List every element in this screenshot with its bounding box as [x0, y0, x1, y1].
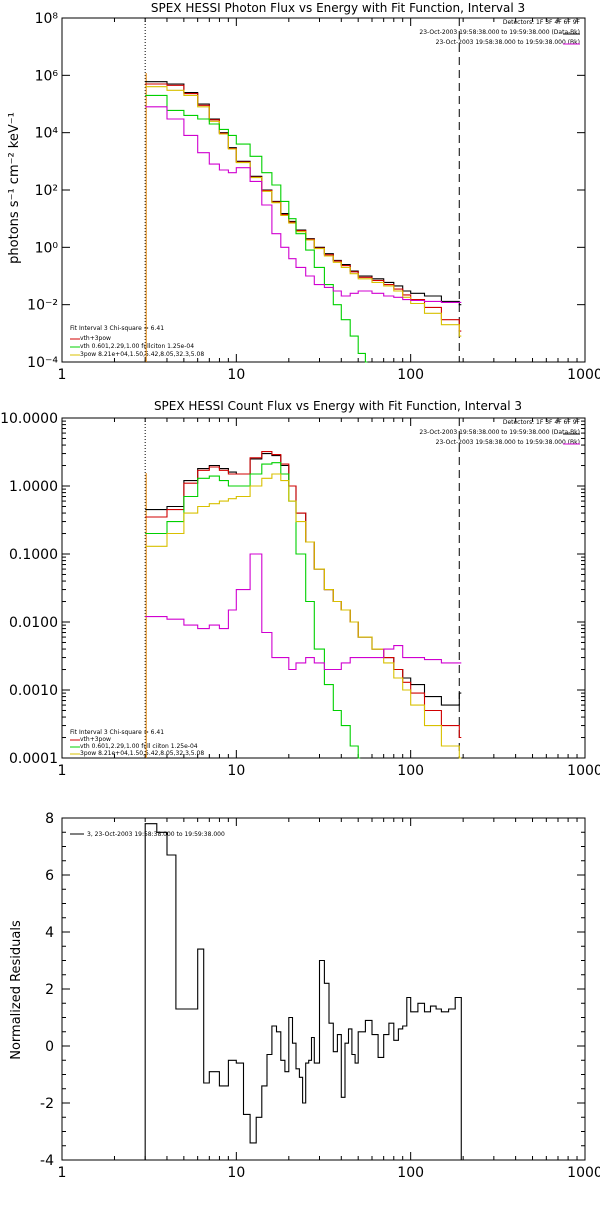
y-axis-label: photons s⁻¹ cm⁻² keV⁻¹ [7, 112, 22, 264]
legend-entry: Fit Interval 3 Chi-square = 6.41 [70, 729, 164, 736]
panel-residuals: Normalized Residuals 3, 23-Oct-2003 19:5… [9, 831, 225, 1060]
y-axis-label: Normalized Residuals [9, 920, 24, 1060]
legend-entry: 3pow 8.21e+04,1.50,5.42,8.05,32.3,5.08 [80, 750, 204, 757]
y-tick-label: 10⁴ [35, 126, 59, 142]
y-tick-label: 10² [35, 183, 58, 199]
series-line-black [144, 823, 462, 1161]
header-line: Detectors: 1F 3F 4F 6F 9F [503, 19, 581, 26]
header-line: Detectors: 1F 3F 4F 6F 9F [503, 419, 581, 426]
panel-photon-flux: SPEX HESSI Photon Flux vs Energy with Fi… [7, 1, 581, 358]
legend-entry: 3pow 8.21e+04,1.50,5.42,8.05,32.3,5.08 [80, 351, 204, 358]
y-tick-label: 10⁻² [27, 298, 58, 314]
x-tick-label: 100 [397, 763, 424, 779]
series-line-green [145, 462, 361, 759]
x-tick-label: 100 [397, 367, 424, 383]
plot-frame [61, 17, 586, 363]
y-tick-label: 10⁻⁴ [27, 355, 58, 371]
y-tick-label: 10⁶ [35, 68, 59, 84]
y-tick-label: 0.0001 [9, 751, 58, 767]
legend-entry: vth 0.601,2.29,1.00 full ciiton 1.25e-04 [80, 743, 198, 750]
legend-entry: 3, 23-Oct-2003 19:58:38.000 to 19:59:38.… [87, 831, 225, 838]
x-tick-label: 1000 [567, 367, 600, 383]
series-line-black [145, 453, 462, 706]
header-line: 23-Oct-2003 19:58:38.000 to 19:59:38.000… [436, 439, 580, 446]
y-tick-label: 2 [45, 982, 54, 998]
y-tick-label: 6 [45, 868, 54, 884]
y-tick-label: 4 [45, 925, 54, 941]
header-line: 23-Oct-2003 19:58:38.000 to 19:59:38.000… [419, 29, 580, 36]
x-tick-label: 1 [58, 763, 67, 779]
series-line-yellow [145, 86, 462, 337]
x-tick-label: 1 [58, 1165, 67, 1181]
plot-frame [61, 417, 586, 759]
y-tick-label: 1.0000 [9, 479, 58, 495]
y-tick-label: -4 [40, 1153, 54, 1169]
header-line: 23-Oct-2003 19:58:38.000 to 19:59:38.000… [419, 429, 580, 436]
x-tick-label: 1000 [567, 1165, 600, 1181]
header-line: 23-Oct-2003 19:58:38.000 to 19:59:38.000… [436, 39, 580, 46]
legend-entry: vth+3pow [80, 736, 111, 743]
y-tick-label: 0.0100 [9, 615, 58, 631]
legend-entry: vth 0.601,2.29,1.00 fullciton 1.25e-04 [80, 343, 194, 350]
y-tick-label: 0.0010 [9, 683, 58, 699]
series-line-green [145, 94, 368, 363]
y-tick-label: 8 [45, 811, 54, 827]
plot-frame [61, 817, 586, 1161]
x-tick-label: 10 [227, 763, 245, 779]
series-line-magenta [145, 106, 462, 303]
chart-title: SPEX HESSI Count Flux vs Energy with Fit… [154, 399, 522, 413]
y-tick-label: 10.0000 [0, 411, 58, 427]
chart-title: SPEX HESSI Photon Flux vs Energy with Fi… [151, 1, 525, 15]
series-line-red [145, 83, 462, 332]
series-line-yellow [145, 473, 462, 759]
y-tick-label: 10⁰ [35, 240, 59, 256]
panel-count-flux: SPEX HESSI Count Flux vs Energy with Fit… [70, 399, 581, 757]
legend-entry: Fit Interval 3 Chi-square = 6.41 [70, 325, 164, 332]
legend-entry: vth+3pow [80, 335, 111, 342]
series-line-magenta [145, 553, 462, 671]
y-tick-label: -2 [40, 1096, 54, 1112]
x-tick-label: 1000 [567, 763, 600, 779]
y-tick-label: 0 [45, 1039, 54, 1055]
y-tick-label: 10⁸ [35, 11, 59, 27]
y-tick-label: 0.1000 [9, 547, 58, 563]
x-tick-label: 100 [397, 1165, 424, 1181]
x-tick-label: 10 [227, 1165, 245, 1181]
x-tick-label: 10 [227, 367, 245, 383]
x-tick-label: 1 [58, 367, 67, 383]
series-line-red [145, 451, 462, 739]
